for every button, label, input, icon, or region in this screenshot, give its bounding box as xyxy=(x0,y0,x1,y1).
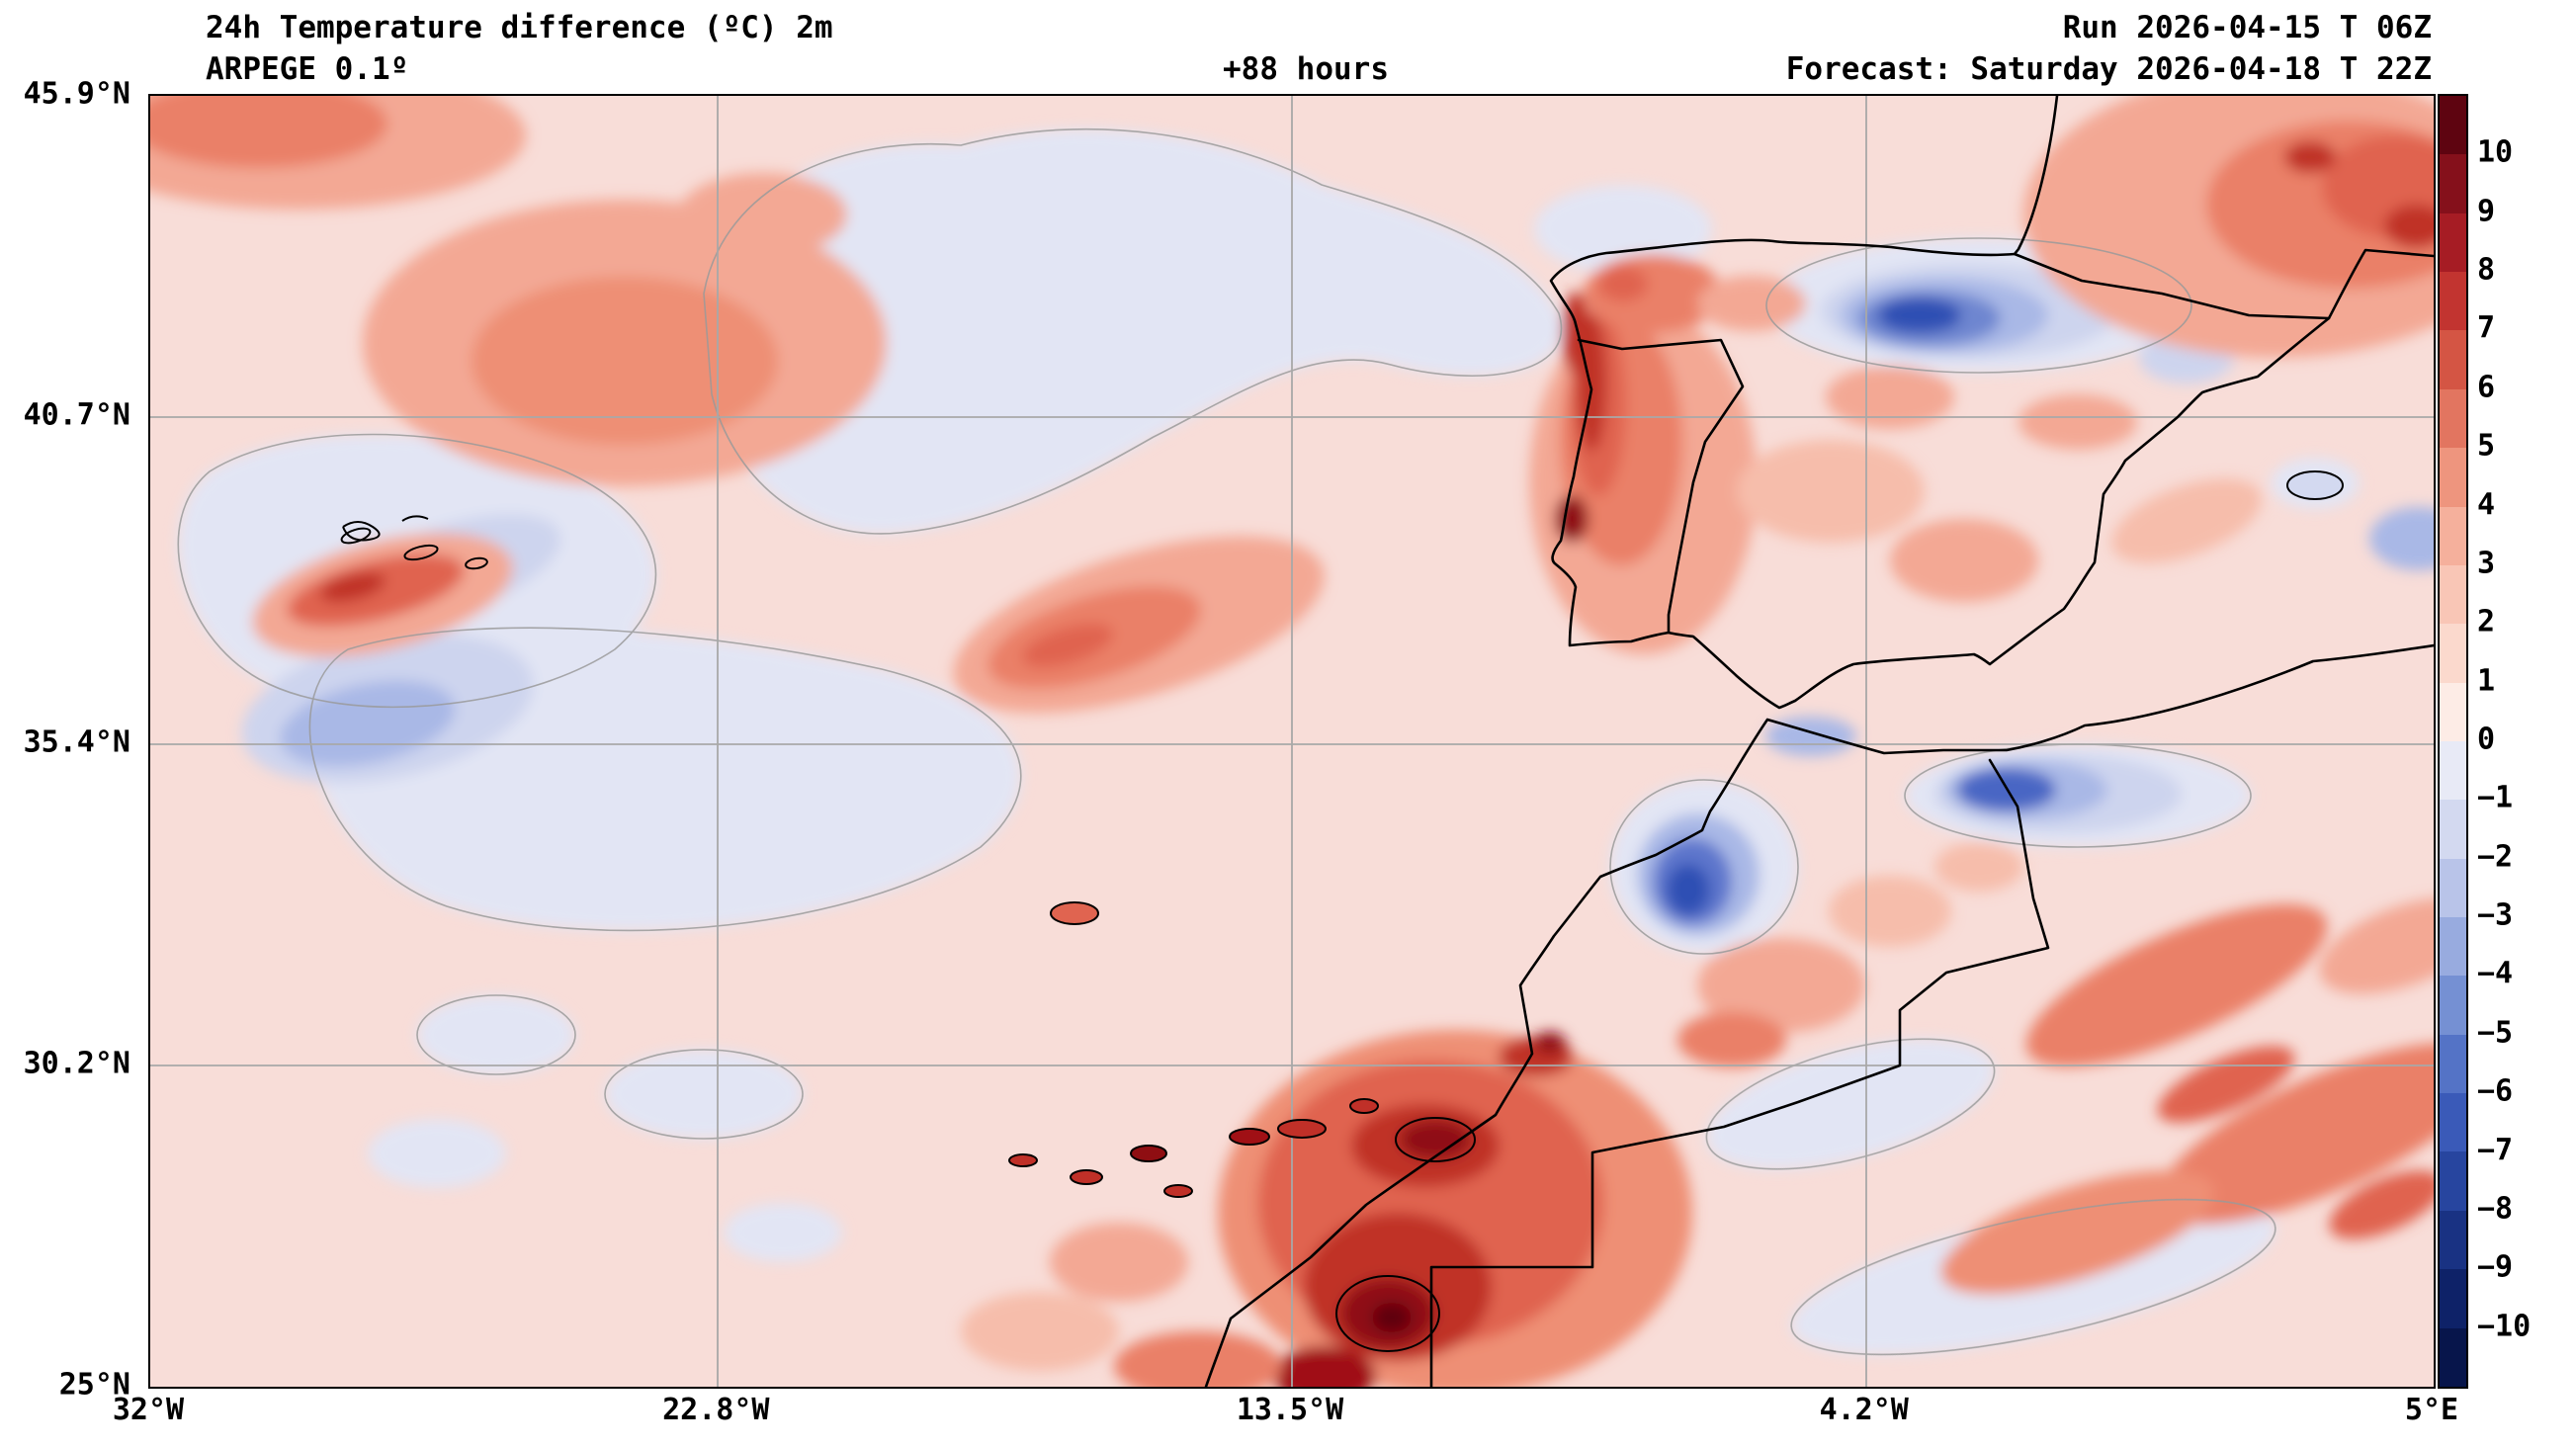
colorbar-tick-label: −5 xyxy=(2477,1015,2514,1051)
colorbar-segment xyxy=(2440,213,2466,273)
coastline-layer xyxy=(1204,96,2434,1387)
pyrenees-border xyxy=(2013,252,2331,320)
colorbar-tick-label: 9 xyxy=(2477,194,2496,229)
y-axis-tick-labels: 45.9°N 40.7°N 35.4°N 30.2°N 25°N xyxy=(0,77,140,1403)
x-tick-label: 13.5°W xyxy=(1236,1393,1344,1427)
map-canvas xyxy=(150,96,2434,1387)
colorbar-tick-label: 0 xyxy=(2477,722,2496,757)
colorbar-segment xyxy=(2440,506,2466,565)
colorbar-segment xyxy=(2440,1210,2466,1270)
morocco-algeria-border xyxy=(1429,758,2050,1387)
colorbar-tick-label: −4 xyxy=(2477,956,2514,991)
colorbar-tick-label: −3 xyxy=(2477,897,2514,933)
x-tick-label: 32°W xyxy=(112,1393,185,1427)
colorbar-segment xyxy=(2440,1034,2466,1094)
colorbar-tick-label: 10 xyxy=(2477,134,2514,170)
colorbar-tick-label: 4 xyxy=(2477,487,2496,523)
colorbar-segment xyxy=(2440,1151,2466,1211)
colorbar-segment xyxy=(2440,448,2466,507)
y-tick-label: 45.9°N xyxy=(23,76,130,112)
colorbar-segment xyxy=(2440,330,2466,389)
page-title: 24h Temperature difference (ºC) 2m xyxy=(206,10,833,45)
colorbar-segment xyxy=(2440,388,2466,449)
colorbar-segment xyxy=(2440,1269,2466,1328)
colorbar-tick-label: −7 xyxy=(2477,1133,2514,1168)
iberia-france-coastline xyxy=(1549,96,2434,710)
islands-layer xyxy=(340,470,2344,1198)
colorbar-tick-label: 5 xyxy=(2477,428,2496,464)
colorbar-tick-label: 7 xyxy=(2477,310,2496,346)
run-label: Run 2026-04-15 T 06Z xyxy=(2062,10,2432,45)
colorbar-segment xyxy=(2440,682,2466,741)
colorbar-segment xyxy=(2440,564,2466,625)
colorbar-segment xyxy=(2440,800,2466,859)
lead-time-label: +88 hours xyxy=(1223,51,1389,87)
colorbar-segment xyxy=(2440,917,2466,977)
colorbar-segment xyxy=(2440,740,2466,801)
x-axis-tick-labels: 32°W 22.8°W 13.5°W 4.2°W 5°E xyxy=(113,1393,2458,1436)
colorbar-segment xyxy=(2440,1093,2466,1152)
colorbar-segment xyxy=(2440,154,2466,213)
colorbar-tick-label: −2 xyxy=(2477,839,2514,875)
y-tick-label: 30.2°N xyxy=(23,1046,130,1081)
colorbar-tick-label: 1 xyxy=(2477,663,2496,699)
forecast-label: Forecast: Saturday 2026-04-18 T 22Z xyxy=(1785,51,2432,87)
colorbar-tick-label: 8 xyxy=(2477,252,2496,288)
africa-coastline xyxy=(1204,643,2434,1387)
colorbar-segment xyxy=(2440,976,2466,1035)
colorbar-tick-label: −6 xyxy=(2477,1073,2514,1109)
colorbar-ticks: 10 9 8 7 6 5 4 3 2 1 0 −1 −2 −3 −4 −5 −6 −7 −8 −9 −10 xyxy=(2477,94,2572,1385)
gridlines xyxy=(150,96,2434,1387)
colorbar-tick-label: 3 xyxy=(2477,546,2496,581)
temperature-shading-layer xyxy=(150,96,2434,1387)
colorbar-tick-label: 6 xyxy=(2477,370,2496,405)
colorbar-segment xyxy=(2440,624,2466,683)
colorbar-tick-label: −1 xyxy=(2477,780,2514,815)
colorbar-segment xyxy=(2440,1327,2466,1387)
y-tick-label: 40.7°N xyxy=(23,397,130,433)
colorbar-tick-label: −8 xyxy=(2477,1191,2514,1227)
colorbar-tick-label: −10 xyxy=(2477,1309,2532,1344)
colorbar-tick-label: 2 xyxy=(2477,604,2496,639)
x-tick-label: 5°E xyxy=(2404,1393,2459,1427)
colorbar-swatches xyxy=(2438,94,2468,1389)
model-label: ARPEGE 0.1º xyxy=(206,51,409,87)
colorbar-segment xyxy=(2440,272,2466,331)
extreme-contours xyxy=(342,515,1476,1352)
y-tick-label: 35.4°N xyxy=(23,724,130,760)
x-tick-label: 22.8°W xyxy=(662,1393,770,1427)
colorbar-tick-label: −9 xyxy=(2477,1249,2514,1285)
colorbar-segment xyxy=(2440,858,2466,918)
map-plot-area xyxy=(148,94,2436,1389)
contour-lines-layer xyxy=(177,128,2276,1356)
portugal-spain-border xyxy=(1577,338,1745,635)
y-tick-label: 25°N xyxy=(58,1367,130,1403)
colorbar-segment xyxy=(2440,96,2466,155)
x-tick-label: 4.2°W xyxy=(1819,1393,1909,1427)
